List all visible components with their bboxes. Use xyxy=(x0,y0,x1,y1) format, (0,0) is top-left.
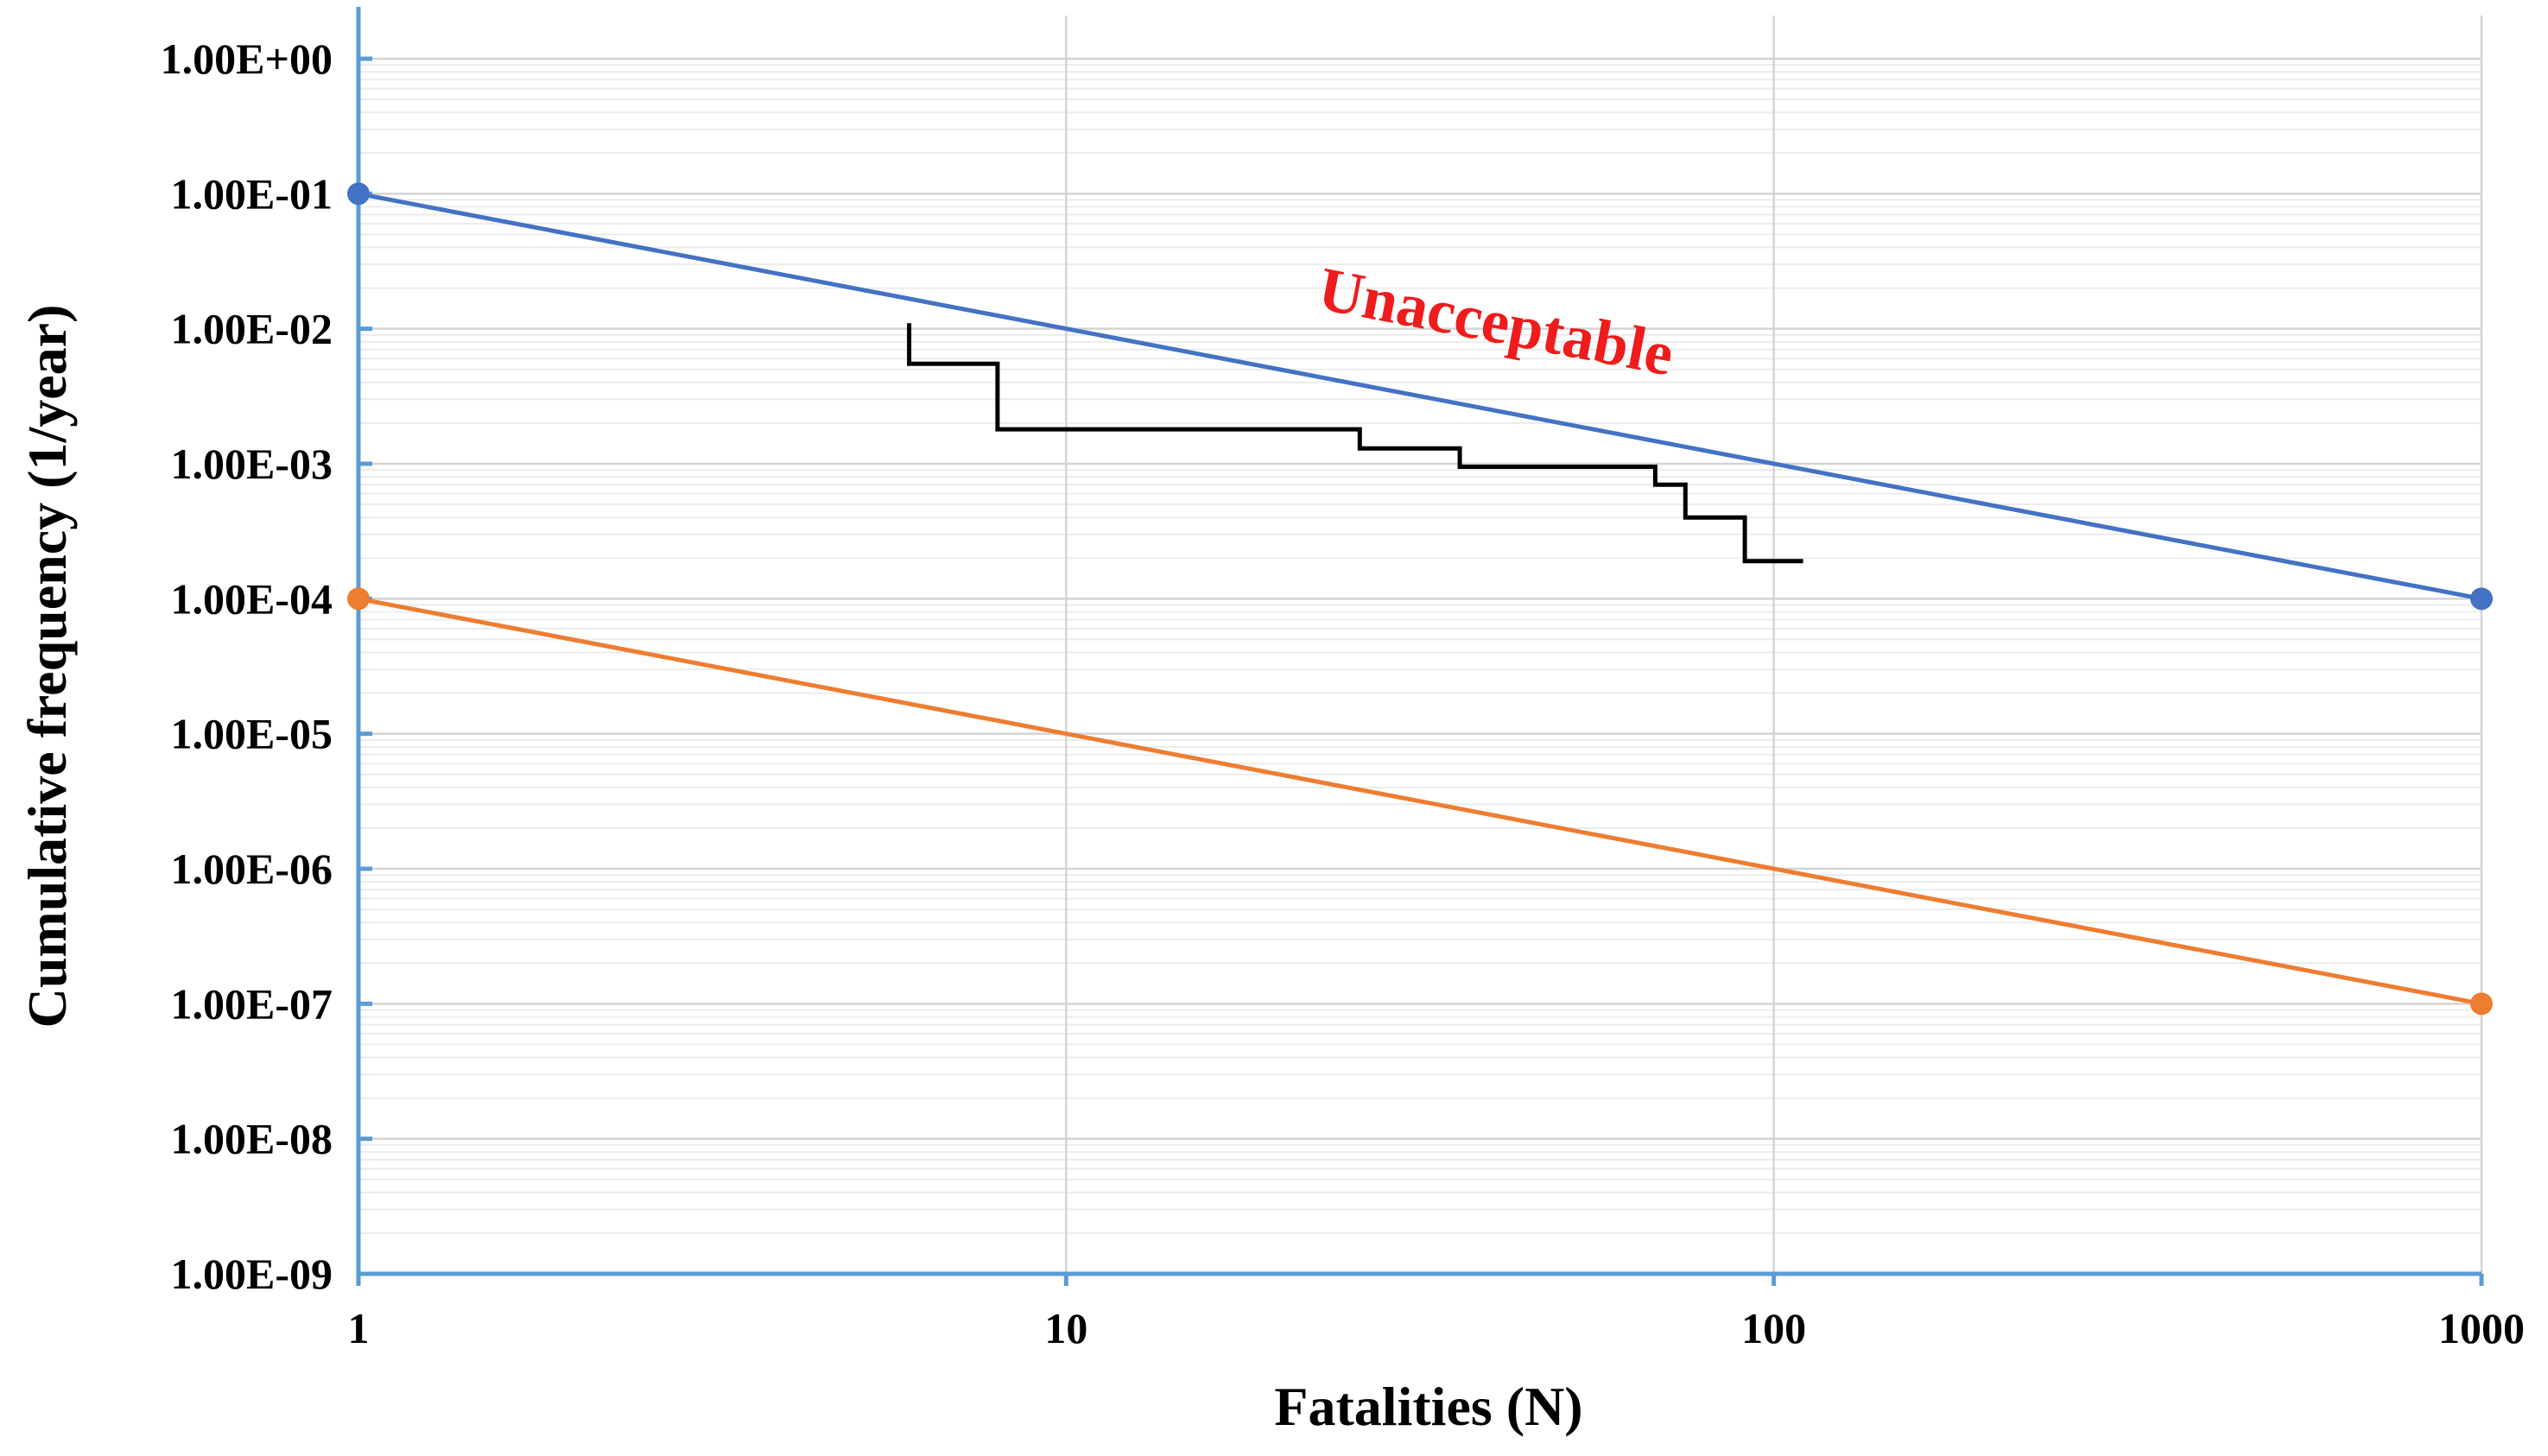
series-line-2 xyxy=(907,323,1803,564)
tick-labels: 1.00E+00 1.00E-01 1.00E-02 1.00E-03 1.00E-04… xyxy=(161,35,2525,1352)
series-line-0 xyxy=(358,191,2482,601)
x-axis-title: Fatalities (N) xyxy=(1274,1376,1582,1437)
series-marker-1 xyxy=(2470,992,2493,1016)
series-layer xyxy=(347,182,2493,1016)
y-tick-label: 1.00E-09 xyxy=(171,1250,333,1298)
y-tick-label: 1.00E-05 xyxy=(171,710,333,758)
y-tick-label: 1.00E+00 xyxy=(161,35,333,83)
y-tick-label: 1.00E-02 xyxy=(171,305,333,353)
y-tick-label: 1.00E-04 xyxy=(171,574,333,623)
y-tick-label: 1.00E-06 xyxy=(171,845,333,893)
series-marker-0 xyxy=(347,182,370,206)
y-axis-title: Cumulative frequency (1/year) xyxy=(16,305,78,1029)
minor-grid xyxy=(358,64,2481,1234)
x-tick-label: 1000 xyxy=(2438,1304,2525,1352)
y-tick-label: 1.00E-07 xyxy=(171,979,333,1028)
series-line-1 xyxy=(358,596,2482,1006)
major-grid xyxy=(357,16,2483,1276)
y-tick-label: 1.00E-08 xyxy=(171,1115,333,1163)
series-marker-0 xyxy=(2470,587,2493,611)
series-marker-1 xyxy=(347,587,370,611)
axes xyxy=(356,7,2484,1286)
y-tick-label: 1.00E-01 xyxy=(171,169,333,218)
x-tick-label: 10 xyxy=(1044,1304,1087,1352)
x-tick-label: 1 xyxy=(348,1304,370,1352)
x-tick-label: 100 xyxy=(1741,1304,1806,1352)
y-tick-label: 1.00E-03 xyxy=(171,440,333,488)
